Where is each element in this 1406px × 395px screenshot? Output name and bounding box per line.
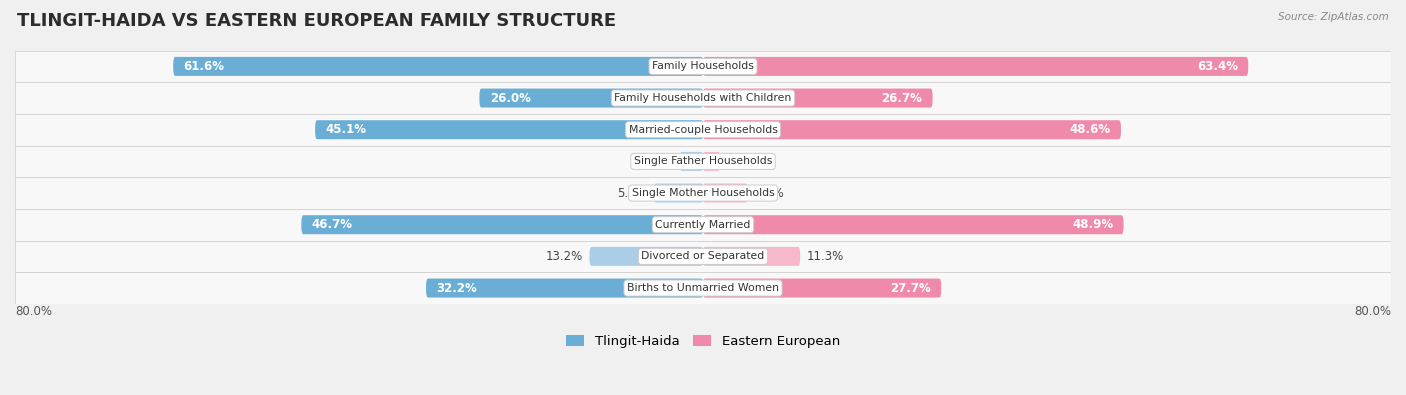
- FancyBboxPatch shape: [703, 88, 932, 107]
- Bar: [15, 82, 1391, 114]
- Bar: [15, 272, 1391, 304]
- Text: 2.0%: 2.0%: [727, 155, 756, 168]
- FancyBboxPatch shape: [703, 184, 748, 203]
- Bar: [15, 177, 1391, 209]
- Text: 48.9%: 48.9%: [1073, 218, 1114, 231]
- Text: Single Father Households: Single Father Households: [634, 156, 772, 166]
- FancyBboxPatch shape: [479, 88, 703, 107]
- Text: Source: ZipAtlas.com: Source: ZipAtlas.com: [1278, 12, 1389, 22]
- Bar: [15, 241, 1391, 272]
- Text: 46.7%: 46.7%: [312, 218, 353, 231]
- Text: 32.2%: 32.2%: [436, 282, 477, 295]
- FancyBboxPatch shape: [589, 247, 703, 266]
- FancyBboxPatch shape: [703, 152, 720, 171]
- Text: 61.6%: 61.6%: [184, 60, 225, 73]
- Text: 26.0%: 26.0%: [489, 92, 530, 105]
- Bar: [15, 145, 1391, 177]
- Text: Family Households with Children: Family Households with Children: [614, 93, 792, 103]
- FancyBboxPatch shape: [703, 120, 1121, 139]
- Text: Divorced or Separated: Divorced or Separated: [641, 251, 765, 261]
- Text: 80.0%: 80.0%: [15, 305, 52, 318]
- Text: 5.7%: 5.7%: [617, 186, 647, 199]
- FancyBboxPatch shape: [703, 247, 800, 266]
- FancyBboxPatch shape: [703, 57, 1249, 76]
- Text: 5.2%: 5.2%: [755, 186, 785, 199]
- Text: 80.0%: 80.0%: [1354, 305, 1391, 318]
- FancyBboxPatch shape: [703, 278, 941, 297]
- Text: Currently Married: Currently Married: [655, 220, 751, 230]
- FancyBboxPatch shape: [654, 184, 703, 203]
- Text: 2.7%: 2.7%: [643, 155, 673, 168]
- Text: 45.1%: 45.1%: [325, 123, 367, 136]
- FancyBboxPatch shape: [703, 215, 1123, 234]
- Text: Single Mother Households: Single Mother Households: [631, 188, 775, 198]
- Text: 13.2%: 13.2%: [546, 250, 582, 263]
- Text: Married-couple Households: Married-couple Households: [628, 125, 778, 135]
- Text: 27.7%: 27.7%: [890, 282, 931, 295]
- Text: TLINGIT-HAIDA VS EASTERN EUROPEAN FAMILY STRUCTURE: TLINGIT-HAIDA VS EASTERN EUROPEAN FAMILY…: [17, 12, 616, 30]
- Legend: Tlingit-Haida, Eastern European: Tlingit-Haida, Eastern European: [561, 329, 845, 353]
- FancyBboxPatch shape: [173, 57, 703, 76]
- FancyBboxPatch shape: [315, 120, 703, 139]
- FancyBboxPatch shape: [426, 278, 703, 297]
- Bar: [15, 51, 1391, 82]
- Text: Family Households: Family Households: [652, 61, 754, 71]
- FancyBboxPatch shape: [679, 152, 703, 171]
- Bar: [15, 114, 1391, 145]
- Text: 63.4%: 63.4%: [1197, 60, 1237, 73]
- Bar: [15, 209, 1391, 241]
- Text: 11.3%: 11.3%: [807, 250, 845, 263]
- Text: Births to Unmarried Women: Births to Unmarried Women: [627, 283, 779, 293]
- FancyBboxPatch shape: [301, 215, 703, 234]
- Text: 48.6%: 48.6%: [1070, 123, 1111, 136]
- Text: 26.7%: 26.7%: [882, 92, 922, 105]
